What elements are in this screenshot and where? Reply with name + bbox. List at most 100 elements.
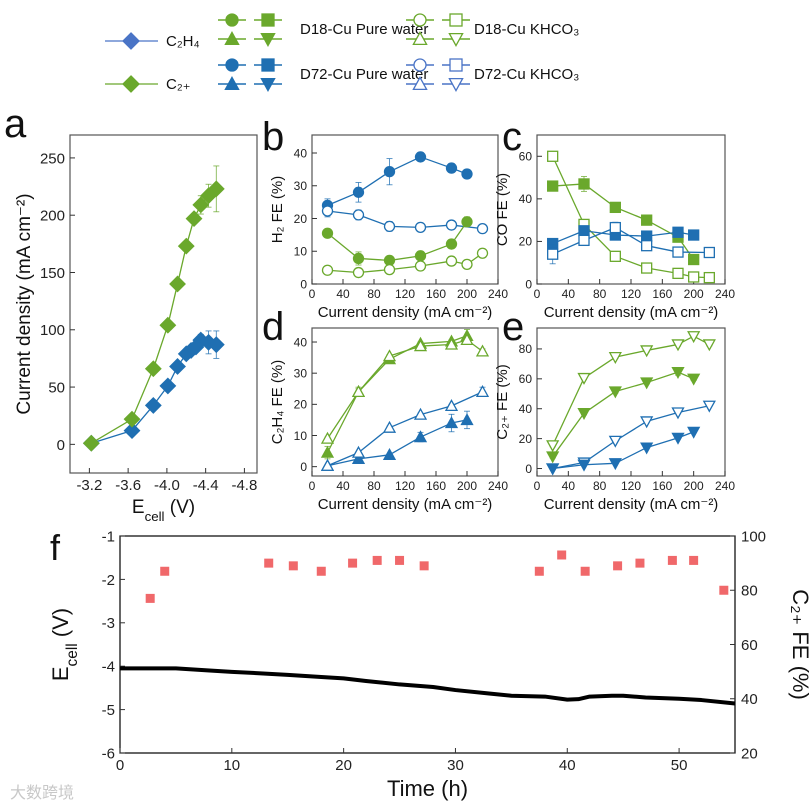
data-point [321, 205, 334, 217]
series-d72-cu-khco₃ [546, 400, 716, 476]
series-line [120, 666, 736, 706]
x-tick-label: 160 [652, 287, 672, 301]
data-point [352, 186, 365, 198]
data-point [672, 226, 684, 238]
series-line [552, 226, 710, 255]
x-tick-label: 240 [715, 479, 735, 493]
y-tick-label: 10 [294, 245, 308, 259]
y-tick-label: 80 [519, 342, 533, 356]
series-c₂₊-fe [145, 550, 729, 603]
data-point [580, 566, 590, 576]
legend-label-d18-khco3: D18-Cu KHCO₃ [474, 21, 579, 38]
data-point [608, 458, 622, 471]
x-tick-label: 160 [652, 479, 672, 493]
panel-e: e 0 40 80 120 160 200 240 0 20 40 60 80 Current densi… [494, 305, 735, 513]
data-point [414, 151, 427, 163]
x-tick-label: 0 [534, 479, 541, 493]
panel-label: c [502, 115, 522, 159]
series-d72-cu-khco₃ [320, 385, 490, 471]
y-tick-label: 250 [40, 150, 65, 167]
x-axis-title: Current density (mA cm⁻²) [544, 496, 719, 513]
data-point [609, 201, 621, 214]
x-axis-title: Time (h) [387, 776, 468, 801]
x-tick-label: 80 [593, 479, 607, 493]
data-point [160, 566, 170, 576]
data-point [320, 431, 335, 444]
x-tick-label: -4.4 [193, 477, 219, 494]
series-d72-cu-pure-water [321, 151, 473, 213]
data-point [702, 400, 716, 413]
data-point [578, 225, 590, 237]
legend-label-d72-pure: D72-Cu Pure water [300, 66, 428, 83]
data-point [577, 459, 591, 472]
x-tick-label: 0 [309, 479, 316, 493]
data-point [169, 358, 186, 375]
y-tick-label: 100 [40, 322, 65, 339]
legend-triangle-down-icon [448, 32, 464, 47]
legend-triangle-up-icon [224, 31, 240, 46]
legend-circle-icon [225, 13, 239, 27]
y-right-tick-label: 40 [741, 691, 758, 708]
y-tick-label: 50 [48, 379, 65, 396]
panel-d: d 0 40 80 120 160 200 240 0 10 20 30 40 Current densi… [262, 305, 508, 513]
data-point [687, 426, 701, 439]
series-d18-cu-khco₃ [320, 332, 490, 444]
data-point [207, 336, 225, 354]
series-line [326, 339, 483, 439]
panel-label: b [262, 115, 284, 159]
data-point [687, 373, 701, 386]
data-point [169, 275, 186, 293]
x-tick-label: 0 [309, 287, 316, 301]
data-point [672, 267, 684, 280]
y-tick-label: 200 [40, 208, 65, 225]
data-point [475, 385, 490, 398]
series-line [327, 156, 468, 207]
data-point [641, 214, 653, 226]
x-tick-label: 20 [335, 757, 352, 774]
data-point [382, 420, 397, 433]
data-point [144, 396, 162, 414]
y-tick-label: 150 [40, 265, 65, 282]
data-point [207, 180, 225, 198]
series-line [327, 210, 483, 230]
data-point [671, 432, 685, 445]
x-tick-label: 0 [534, 287, 541, 301]
data-point [547, 180, 559, 192]
x-tick-label: 240 [488, 287, 508, 301]
data-point [671, 407, 685, 420]
data-point [321, 264, 334, 276]
data-point [557, 550, 567, 560]
series-ecell [120, 666, 736, 706]
x-tick-label: 240 [488, 479, 508, 493]
legend-square-icon [449, 13, 463, 27]
data-point [414, 260, 427, 272]
data-point [316, 566, 326, 576]
x-tick-label: 200 [457, 479, 477, 493]
x-tick-label: 80 [367, 287, 381, 301]
data-point [445, 162, 458, 174]
data-point [320, 458, 335, 471]
data-point [444, 416, 459, 429]
data-point [640, 377, 654, 390]
data-point [672, 246, 684, 258]
y-tick-label: -2 [102, 572, 115, 589]
y-tick-label: 60 [519, 150, 533, 164]
series-d72-cu-pure-water [547, 225, 700, 250]
y-tick-label: -5 [102, 702, 115, 719]
data-point [641, 262, 653, 274]
data-point [445, 238, 458, 250]
y-axis-title: C₂₊ FE (%) [494, 364, 511, 439]
data-point [671, 339, 685, 352]
legend-triangle-up-icon [412, 31, 428, 46]
data-point [461, 168, 473, 180]
legend: C₂H₄ C₂₊ D18-Cu Pure water D72-Cu Pure w… [105, 13, 579, 93]
y-tick-label: 0 [57, 437, 65, 454]
y-tick-label: 40 [294, 335, 308, 349]
data-point [546, 463, 560, 476]
label-rest: (V) [48, 608, 73, 643]
data-point [703, 246, 715, 259]
series-line [552, 335, 710, 446]
y-tick-label: 40 [519, 402, 533, 416]
y-tick-label: 20 [294, 398, 308, 412]
